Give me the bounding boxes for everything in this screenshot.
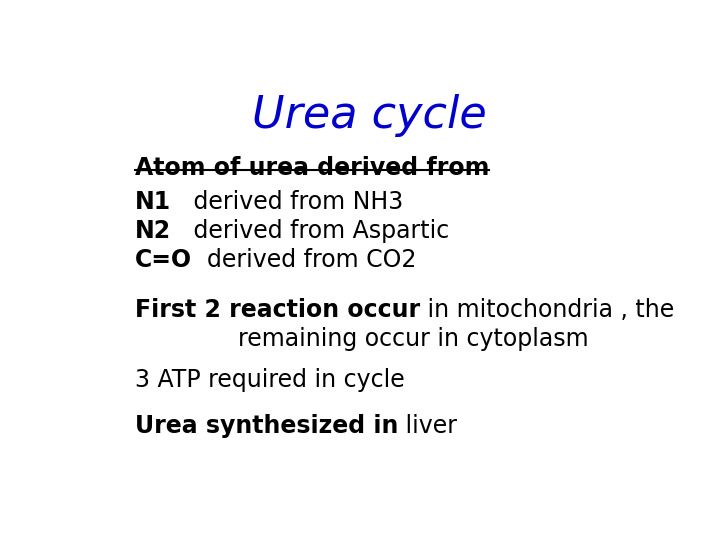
Text: First 2 reaction occur: First 2 reaction occur: [135, 298, 420, 322]
Text: derived from CO2: derived from CO2: [192, 248, 416, 272]
Text: liver: liver: [398, 414, 457, 438]
Text: N2: N2: [135, 219, 171, 242]
Text: 3 ATP required in cycle: 3 ATP required in cycle: [135, 368, 405, 393]
Text: remaining occur in cytoplasm: remaining occur in cytoplasm: [238, 327, 588, 351]
Text: Atom of urea derived from: Atom of urea derived from: [135, 156, 489, 180]
Text: derived from NH3: derived from NH3: [171, 190, 403, 213]
Text: in mitochondria , the: in mitochondria , the: [420, 298, 674, 322]
Text: C=O: C=O: [135, 248, 192, 272]
Text: derived from Aspartic: derived from Aspartic: [171, 219, 449, 242]
Text: Urea cycle: Urea cycle: [251, 94, 487, 137]
Text: Urea synthesized in: Urea synthesized in: [135, 414, 398, 438]
Text: N1: N1: [135, 190, 171, 213]
